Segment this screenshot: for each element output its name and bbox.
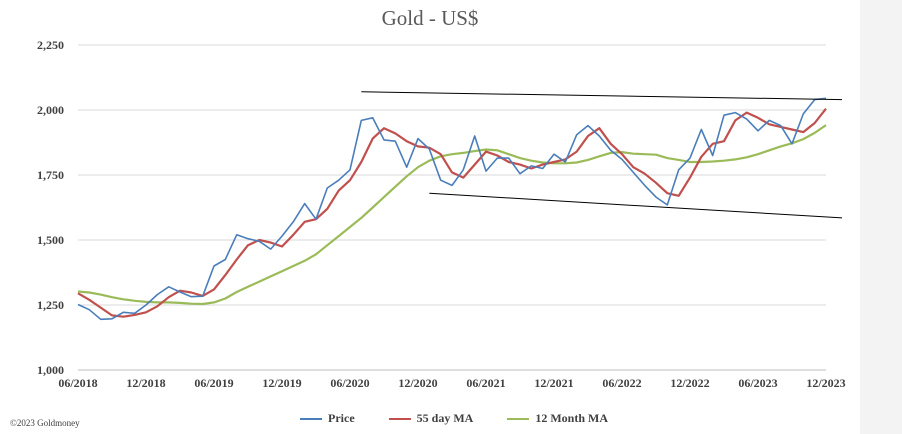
x-tick-label: 12/2019 — [262, 376, 301, 390]
x-tick-label: 12/2018 — [126, 376, 165, 390]
gridlines — [78, 44, 826, 371]
x-tick-label: 12/2020 — [398, 376, 437, 390]
legend-item-price: Price — [300, 411, 355, 426]
legend-label-price: Price — [328, 411, 355, 425]
legend-item-12-month-ma: 12 Month MA — [507, 411, 608, 426]
series-line-55-day-ma — [77, 108, 827, 318]
copyright-credit: ©2023 Goldmoney — [10, 418, 80, 428]
series-line-12-month-ma — [77, 124, 827, 306]
legend-item-55-day-ma: 55 day MA — [388, 411, 474, 426]
x-tick-label: 06/2023 — [738, 376, 777, 390]
y-tick-label: 2,000 — [37, 103, 64, 117]
y-tick-label: 1,500 — [37, 233, 64, 247]
series-line-price — [77, 97, 827, 321]
legend: Price 55 day MA 12 Month MA — [300, 411, 608, 426]
x-tick-label: 06/2020 — [330, 376, 369, 390]
chart-title: Gold - US$ — [381, 6, 479, 30]
legend-swatch-price — [300, 417, 322, 420]
x-tick-label: 06/2019 — [194, 376, 233, 390]
x-tick-labels: 06/2018 12/2018 06/2019 12/2019 06/2020 12/20… — [58, 376, 845, 390]
gold-price-chart: 1,000 1,250 1,500 1,750 2,000 2,250 06/2018 12… — [37, 38, 846, 390]
y-tick-label: 2,250 — [37, 38, 64, 52]
x-tick-label: 06/2018 — [58, 376, 97, 390]
series-lines — [77, 97, 827, 321]
legend-label-12-month-ma: 12 Month MA — [535, 411, 608, 425]
trendline-lower — [429, 192, 843, 219]
trendline-upper — [361, 91, 843, 101]
chart-frame — [0, 0, 860, 434]
trendlines — [361, 91, 843, 219]
legend-label-55-day-ma: 55 day MA — [416, 411, 474, 425]
legend-swatch-55-day-ma — [388, 417, 411, 420]
page-edge — [860, 0, 902, 434]
x-tick-label: 06/2022 — [602, 376, 641, 390]
x-tick-label: 12/2021 — [534, 376, 573, 390]
x-tick-label: 12/2022 — [670, 376, 709, 390]
y-tick-label: 1,000 — [37, 363, 64, 377]
legend-swatch-12-month-ma — [507, 417, 530, 420]
x-tick-label: 12/2023 — [806, 376, 845, 390]
y-tick-labels: 1,000 1,250 1,500 1,750 2,000 2,250 — [37, 38, 64, 377]
y-tick-label: 1,250 — [37, 298, 64, 312]
y-tick-label: 1,750 — [37, 168, 64, 182]
x-tick-label: 06/2021 — [466, 376, 505, 390]
